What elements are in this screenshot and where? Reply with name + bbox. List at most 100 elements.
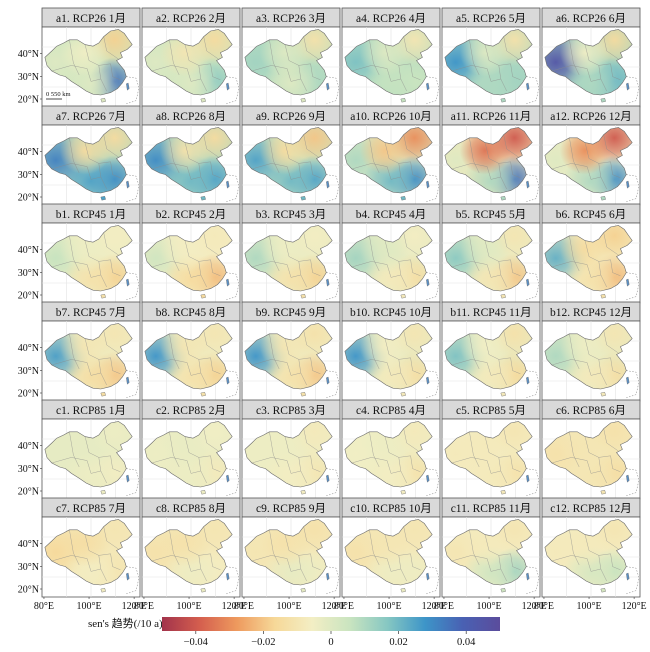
province-boundary [103, 134, 119, 158]
latitude-tick-label: 40°N [18, 441, 39, 452]
hainan-island [600, 97, 606, 103]
taiwan-island [426, 278, 430, 287]
south-china-sea-line [326, 468, 340, 497]
panel-title: a5. RCP26 5月 [456, 13, 526, 25]
taiwan-island [526, 474, 530, 483]
province-boundary [469, 431, 480, 468]
province-boundary [284, 534, 311, 556]
panel-title: a4. RCP26 4月 [356, 13, 426, 25]
colorbar-tick-label: −0.02 [251, 637, 275, 648]
province-boundary [51, 261, 88, 268]
province-boundary [186, 166, 201, 180]
province-boundary [210, 455, 221, 472]
south-china-sea-line [426, 272, 440, 301]
province-boundary [551, 359, 588, 366]
province-boundary [210, 259, 221, 276]
country-outline [44, 127, 133, 194]
hainan-island [100, 293, 106, 299]
province-boundary [51, 457, 88, 464]
province-boundary [369, 529, 380, 566]
country-outline [344, 323, 433, 390]
taiwan-island [426, 474, 430, 483]
country-outline [44, 421, 133, 488]
taiwan-island [326, 82, 330, 91]
country-outline [344, 29, 433, 96]
hainan-island [400, 97, 406, 103]
south-china-sea-line [226, 174, 240, 203]
country-outline [144, 421, 233, 488]
country-outline [344, 421, 433, 488]
province-boundary [510, 553, 521, 570]
map-panel: b4. RCP45 4月 [341, 203, 441, 304]
province-boundary [451, 261, 488, 268]
latitude-tick-label: 40°N [18, 343, 39, 354]
taiwan-island [326, 278, 330, 287]
province-boundary [410, 259, 421, 276]
taiwan-island [126, 376, 130, 385]
province-boundary [169, 529, 180, 566]
map-panel: c6. RCP85 6月 [541, 399, 641, 500]
hainan-island [600, 391, 606, 397]
panel-title: a6. RCP26 6月 [556, 13, 626, 25]
province-boundary [410, 553, 421, 570]
hainan-island [400, 195, 406, 201]
province-boundary [569, 235, 580, 272]
province-boundary [51, 163, 88, 170]
map-panel: b5. RCP45 5月 [441, 203, 541, 304]
map-panel: a8. RCP26 8月 [141, 105, 241, 206]
panel-title: c5. RCP85 5月 [456, 405, 526, 417]
province-boundary [203, 526, 219, 550]
map-panel: b12. RCP45 12月 [541, 301, 641, 402]
province-boundary [169, 333, 180, 370]
longitude-tick-label: 120°E [222, 601, 247, 612]
map-panel: a6. RCP26 6月 [541, 7, 641, 108]
map-panel: c9. RCP85 9月 [241, 497, 341, 598]
colorbar-tick-label: 0.04 [457, 637, 476, 648]
latitude-tick-label: 20°N [18, 487, 39, 498]
latitude-tick-label: 30°N [18, 268, 39, 279]
panel-title: b12. RCP45 12月 [550, 307, 632, 319]
province-boundary [110, 63, 121, 80]
province-boundary [586, 264, 601, 278]
province-boundary [384, 240, 411, 262]
map-panel: a11. RCP26 11月 [441, 105, 541, 206]
province-boundary [386, 460, 401, 474]
map-panel: a9. RCP26 9月 [241, 105, 341, 206]
taiwan-island [226, 180, 230, 189]
province-boundary [603, 232, 619, 256]
province-boundary [310, 357, 321, 374]
province-boundary [186, 460, 201, 474]
longitude-tick-label: 80°E [434, 601, 454, 612]
province-boundary [610, 357, 621, 374]
trend-field [144, 127, 233, 193]
panel-title: b6. RCP45 6月 [556, 209, 627, 221]
province-boundary [269, 137, 280, 174]
longitude-tick-label: 80°E [134, 601, 154, 612]
panel-title: c6. RCP85 6月 [556, 405, 626, 417]
province-boundary [503, 134, 519, 158]
panel-title: a11. RCP26 11月 [451, 111, 532, 123]
south-china-sea-line [126, 76, 140, 105]
province-boundary [603, 428, 619, 452]
taiwan-island [626, 572, 630, 581]
province-boundary [386, 166, 401, 180]
taiwan-island [626, 180, 630, 189]
longitude-tick-label: 120°E [322, 601, 347, 612]
latitude-tick-label: 30°N [18, 562, 39, 573]
province-boundary [410, 357, 421, 374]
trend-field [544, 127, 633, 193]
province-boundary [403, 428, 419, 452]
south-china-sea-line [626, 76, 640, 105]
province-boundary [351, 555, 388, 562]
panel-title: c3. RCP85 3月 [256, 405, 326, 417]
latitude-tick-label: 20°N [18, 389, 39, 400]
province-boundary [269, 431, 280, 468]
taiwan-island [226, 82, 230, 91]
province-boundary [286, 558, 301, 572]
country-outline [44, 29, 133, 96]
province-boundary [269, 39, 280, 76]
province-boundary [203, 232, 219, 256]
province-boundary [86, 264, 101, 278]
province-boundary [251, 555, 288, 562]
